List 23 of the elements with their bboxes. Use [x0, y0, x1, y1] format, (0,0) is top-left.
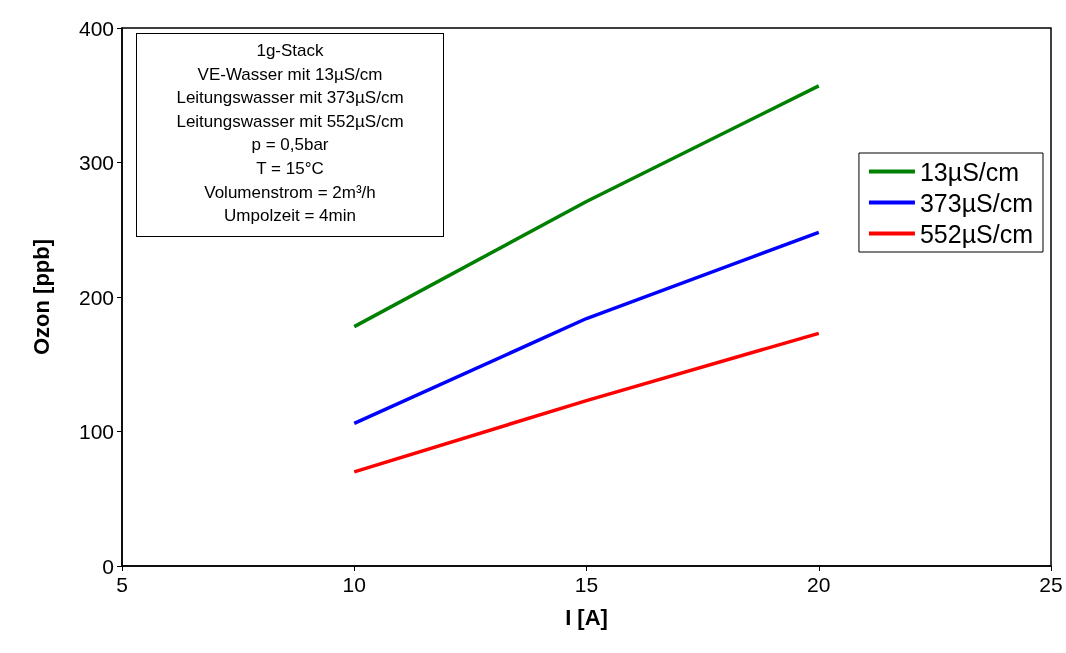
annotation: p = 0,5bar	[250, 134, 330, 157]
x-tick-label: 20	[807, 573, 831, 596]
y-tick-label: 100	[78, 420, 114, 443]
x-axis-title: I [A]	[565, 604, 608, 630]
y-tick-label: 200	[78, 285, 114, 309]
y-tick-label: 400	[78, 16, 114, 40]
x-tick-label: 10	[342, 573, 366, 596]
annotation: Leitungswasser mit 373µS/cm	[175, 87, 405, 110]
legend-label: 13µS/cm	[919, 157, 1020, 186]
annotation: VE-Wasser mit 13µS/cm	[196, 63, 384, 86]
annotation: Umpolzeit = 4min	[223, 205, 357, 228]
legend-label: 373µS/cm	[919, 188, 1033, 217]
x-tick-label: 15	[574, 573, 599, 596]
x-tick-label: 25	[1039, 573, 1063, 596]
annotation: T = 15°C	[255, 157, 325, 180]
y-axis-title: Ozon [ppb]	[28, 238, 54, 356]
legend-label: 552µS/cm	[919, 219, 1033, 248]
y-tick-label: 300	[78, 151, 114, 174]
annotation: Volumenstrom = 2m³/h	[203, 181, 377, 204]
annotation: 1g-Stack	[255, 40, 325, 62]
y-tick-label: 0	[102, 554, 114, 578]
x-tick-label: 5	[116, 573, 128, 596]
annotation: Leitungswasser mit 552µS/cm	[175, 110, 405, 133]
